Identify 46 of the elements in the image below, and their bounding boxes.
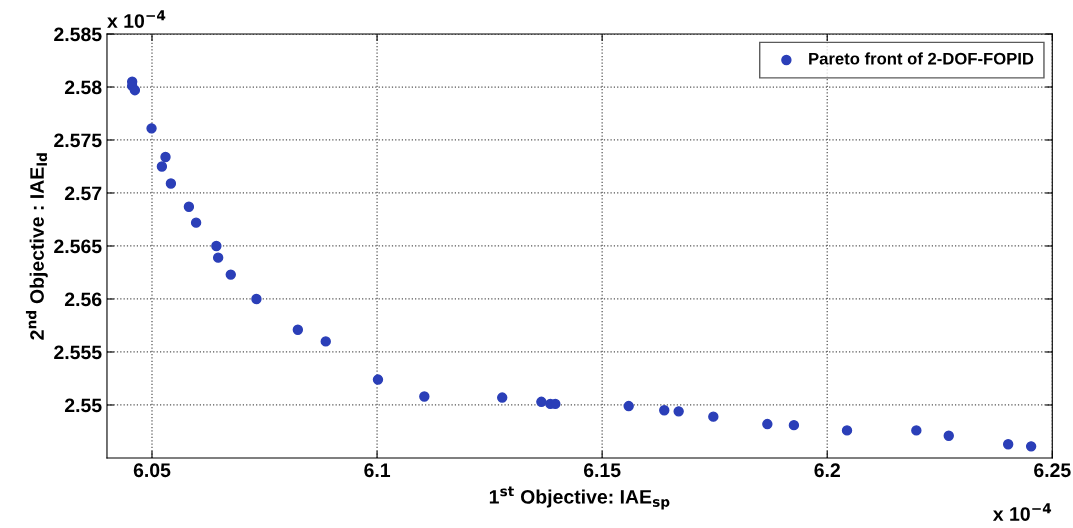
y-tick-label: 2.565 bbox=[54, 239, 102, 254]
y-tick-label: 2.58 bbox=[64, 80, 102, 95]
point bbox=[419, 391, 430, 402]
y-axis-title: 2$^{nd}$ Objective : IAE$_{ld}$ bbox=[25, 153, 48, 340]
y-tick-label: 2.585 bbox=[54, 27, 102, 42]
point bbox=[1025, 441, 1037, 452]
point bbox=[497, 392, 508, 403]
x-tick-label: 6.1 bbox=[364, 463, 391, 478]
point bbox=[659, 405, 670, 416]
x-tick-label: 6.05 bbox=[133, 463, 171, 478]
point bbox=[911, 425, 922, 436]
y-tick-label: 2.56 bbox=[64, 292, 102, 307]
point bbox=[183, 201, 195, 212]
point bbox=[708, 411, 719, 422]
point bbox=[673, 406, 684, 417]
x-tick-label: 6.2 bbox=[814, 463, 840, 478]
point bbox=[146, 123, 157, 134]
y-tick-label: 2.555 bbox=[54, 345, 102, 360]
x-axis-title: 1$^{st}$ Objective: IAE$_{sp}$ bbox=[489, 486, 670, 510]
point bbox=[211, 240, 222, 252]
y-tick-label: 2.57 bbox=[64, 186, 102, 201]
point bbox=[225, 269, 236, 280]
point bbox=[943, 430, 954, 441]
text: x 10$^{−4}$ bbox=[107, 10, 166, 28]
point bbox=[292, 324, 304, 335]
point bbox=[320, 336, 331, 347]
point bbox=[212, 252, 224, 263]
point bbox=[129, 84, 141, 96]
point bbox=[156, 161, 168, 172]
legend-label: Pareto front of 2-DOF-FOPID bbox=[809, 52, 1034, 65]
point bbox=[372, 374, 384, 385]
point bbox=[160, 151, 171, 163]
y-tick-label: 2.575 bbox=[54, 133, 102, 148]
point bbox=[788, 419, 800, 431]
point bbox=[190, 217, 202, 228]
x-tick-label: 6.15 bbox=[583, 463, 621, 478]
text: x 10$^{−4}$ bbox=[992, 503, 1052, 521]
x-tick-label: 6.25 bbox=[1034, 463, 1071, 478]
point bbox=[536, 396, 547, 408]
point bbox=[1002, 439, 1014, 450]
point bbox=[762, 418, 773, 430]
point bbox=[841, 425, 853, 436]
y-tick-label: 2.55 bbox=[64, 398, 102, 413]
point bbox=[251, 293, 262, 305]
point bbox=[623, 400, 634, 412]
point bbox=[165, 178, 177, 189]
